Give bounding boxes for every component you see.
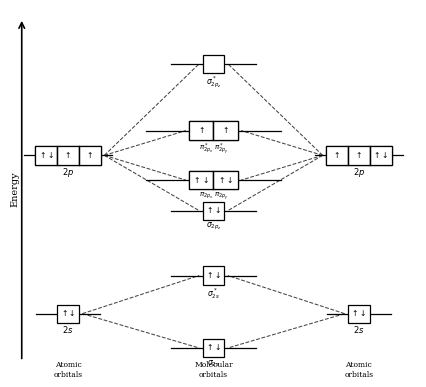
Text: ↓: ↓ [47, 151, 53, 160]
Bar [35, 146, 101, 164]
Text: ↓: ↓ [359, 309, 365, 318]
Text: Atomic
orbitals: Atomic orbitals [53, 361, 83, 378]
Text: ↑: ↑ [333, 151, 340, 160]
Text: ↑: ↑ [61, 309, 67, 318]
Text: ↑: ↑ [193, 176, 200, 185]
Text: ↑: ↑ [355, 151, 361, 160]
Bar [202, 202, 224, 220]
Text: $\sigma_{2s}$: $\sigma_{2s}$ [207, 358, 219, 369]
Text: $2p$: $2p$ [62, 166, 74, 179]
Bar [189, 122, 237, 140]
Bar [189, 122, 213, 140]
Text: ↓: ↓ [214, 344, 220, 353]
Bar [202, 55, 224, 73]
Text: ↑: ↑ [198, 126, 204, 135]
Text: ↑: ↑ [222, 126, 228, 135]
Bar [57, 146, 79, 164]
Text: $2s$: $2s$ [352, 324, 364, 335]
Text: ↓: ↓ [69, 309, 75, 318]
Text: ↑: ↑ [206, 206, 212, 215]
Text: ↓: ↓ [214, 206, 220, 215]
Text: ↑: ↑ [218, 176, 224, 185]
Bar [213, 122, 237, 140]
Text: $\pi_{2p_x}\ \pi_{2p_y}$: $\pi_{2p_x}\ \pi_{2p_y}$ [198, 190, 228, 202]
Bar [79, 146, 101, 164]
Bar [347, 305, 369, 323]
Bar [325, 146, 391, 164]
Text: ↓: ↓ [226, 176, 233, 185]
Bar [369, 146, 391, 164]
Text: ↑: ↑ [206, 271, 212, 280]
Text: $\sigma_{2p_z}$: $\sigma_{2p_z}$ [205, 221, 221, 232]
Text: ↑: ↑ [65, 151, 71, 160]
Text: ↑: ↑ [206, 344, 212, 353]
Bar [202, 339, 224, 357]
Text: ↑: ↑ [39, 151, 45, 160]
Bar [202, 266, 224, 285]
Bar [189, 171, 213, 189]
Text: $\sigma^*_{2s}$: $\sigma^*_{2s}$ [207, 286, 219, 301]
Bar [325, 146, 347, 164]
Bar [35, 146, 57, 164]
Bar [189, 171, 237, 189]
Text: ↓: ↓ [202, 176, 208, 185]
Text: ↓: ↓ [214, 271, 220, 280]
Text: Energy: Energy [10, 172, 19, 207]
Text: ↑: ↑ [351, 309, 357, 318]
Bar [213, 171, 237, 189]
Text: ↓: ↓ [381, 151, 387, 160]
Text: $\sigma^*_{2p_z}$: $\sigma^*_{2p_z}$ [205, 74, 221, 90]
Text: $2p$: $2p$ [352, 166, 364, 179]
Text: ↑: ↑ [86, 151, 93, 160]
Bar [57, 305, 79, 323]
Text: ↑: ↑ [373, 151, 379, 160]
Text: Atomic
orbitals: Atomic orbitals [343, 361, 373, 378]
Text: $2s$: $2s$ [62, 324, 74, 335]
Bar [347, 146, 369, 164]
Text: $\pi^*_{2p_x}\ \pi^*_{2p_y}$: $\pi^*_{2p_x}\ \pi^*_{2p_y}$ [198, 141, 228, 156]
Text: Molecular
orbitals: Molecular orbitals [194, 361, 232, 378]
